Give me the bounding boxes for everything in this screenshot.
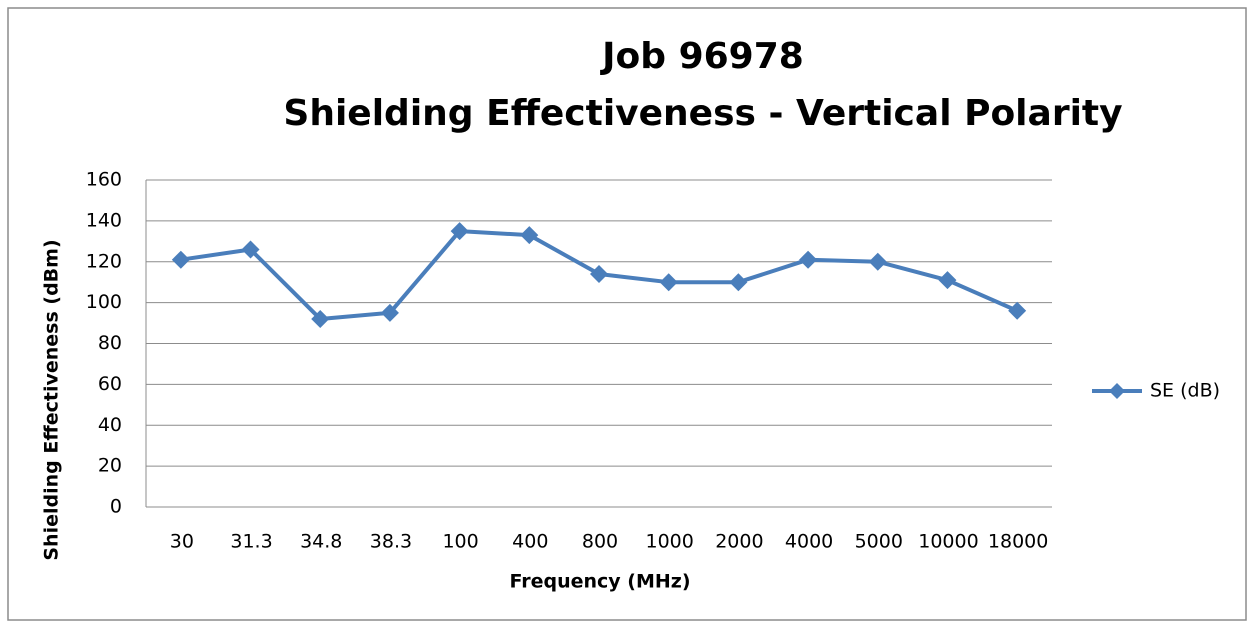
y-tick-label: 100 xyxy=(86,291,122,313)
x-axis-title: Frequency (MHz) xyxy=(509,571,690,593)
chart-title: Job 96978 xyxy=(599,36,804,77)
y-tick-label: 60 xyxy=(98,373,122,395)
y-axis-title: Shielding Effectiveness (dBm) xyxy=(41,239,63,560)
chart-subtitle: Shielding Effectiveness - Vertical Polar… xyxy=(283,93,1122,134)
x-tick-label: 4000 xyxy=(785,531,833,553)
x-tick-label: 5000 xyxy=(855,531,903,553)
y-tick-label: 160 xyxy=(86,169,122,191)
y-tick-label: 40 xyxy=(98,414,122,436)
data-marker xyxy=(450,222,469,241)
data-marker xyxy=(659,273,678,292)
data-marker xyxy=(799,250,818,269)
data-marker xyxy=(311,309,330,328)
data-marker xyxy=(1008,301,1027,320)
x-tick-label: 38.3 xyxy=(370,531,412,553)
data-marker xyxy=(868,252,887,271)
x-tick-label: 2000 xyxy=(715,531,763,553)
x-tick-label: 400 xyxy=(512,531,548,553)
y-tick-label: 80 xyxy=(98,332,122,354)
x-tick-label: 18000 xyxy=(988,531,1048,553)
data-marker xyxy=(590,265,608,284)
data-marker xyxy=(380,303,399,322)
y-tick-label: 140 xyxy=(86,209,122,231)
legend-marker xyxy=(1109,383,1125,399)
x-tick-label: 800 xyxy=(582,531,618,553)
data-marker xyxy=(729,273,748,292)
chart-frame xyxy=(7,7,1247,621)
x-tick-label: 1000 xyxy=(646,531,694,553)
data-marker xyxy=(171,250,190,269)
y-tick-label: 20 xyxy=(98,455,122,477)
data-marker xyxy=(938,271,957,290)
data-marker xyxy=(520,226,539,245)
x-tick-label: 100 xyxy=(442,531,478,553)
data-marker xyxy=(241,240,260,259)
x-tick-label: 30 xyxy=(170,531,194,553)
legend-label: SE (dB) xyxy=(1150,380,1220,402)
y-tick-label: 120 xyxy=(86,250,122,272)
x-tick-label: 10000 xyxy=(918,531,978,553)
x-tick-label: 31.3 xyxy=(230,531,272,553)
y-tick-label: 0 xyxy=(110,496,122,518)
x-tick-label: 34.8 xyxy=(300,531,342,553)
